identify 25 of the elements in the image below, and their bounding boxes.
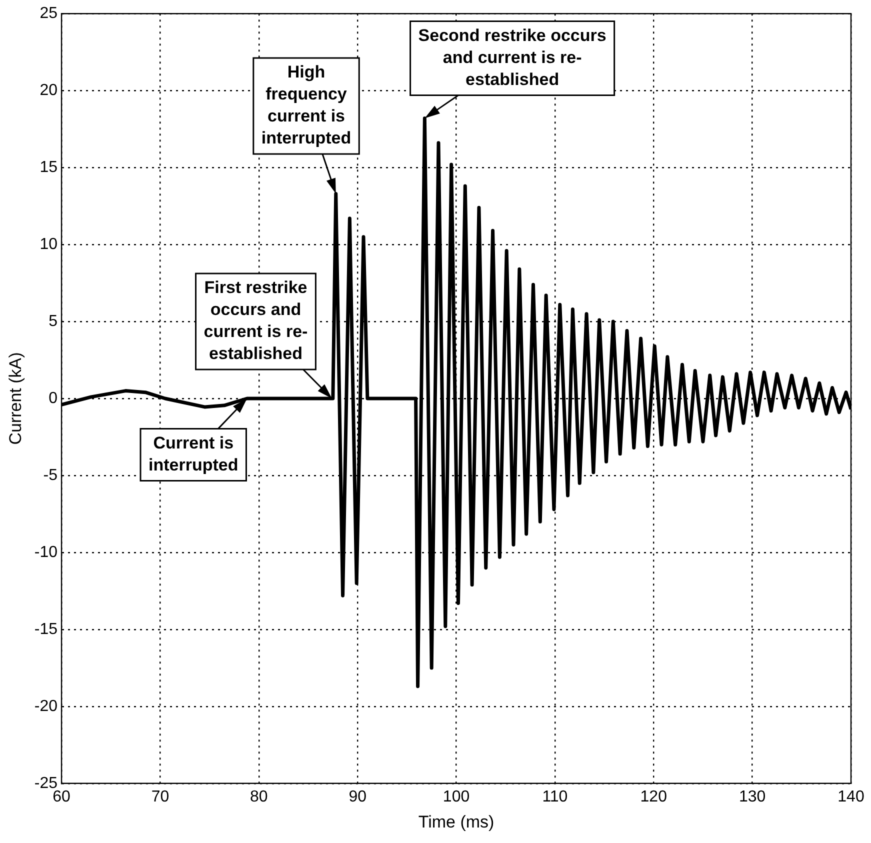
- y-tick-label: -15: [34, 620, 58, 638]
- y-axis-title: Current (kA): [6, 352, 25, 445]
- y-tick-label: 20: [40, 82, 58, 99]
- x-axis-title: Time (ms): [418, 812, 494, 832]
- y-tick-label: 25: [40, 5, 58, 22]
- x-tick-label: 120: [640, 788, 668, 806]
- annotation: High frequency current is interrupted: [261, 62, 352, 148]
- x-tick-label: 130: [738, 788, 766, 806]
- x-tick-label: 60: [52, 788, 71, 806]
- y-tick-label: -20: [34, 698, 58, 715]
- x-tick-label: 140: [838, 788, 864, 806]
- y-tick-label: 10: [40, 236, 58, 253]
- annotation: Current is interrupted: [148, 433, 238, 474]
- x-tick-label: 70: [151, 788, 170, 806]
- y-tick-label: -5: [43, 466, 58, 484]
- y-tick-label: 15: [40, 158, 58, 176]
- x-tick-label: 110: [542, 788, 568, 806]
- x-tick-label: 80: [250, 788, 268, 806]
- x-tick-label: 100: [442, 788, 470, 806]
- annotation: Second restrike occurs and current is re-established: [418, 26, 606, 89]
- annotation: First restrike occurs and current is re-established: [204, 278, 308, 364]
- y-tick-label: 0: [48, 390, 58, 407]
- x-tick-label: 90: [348, 788, 367, 806]
- y-tick-label: 5: [48, 312, 58, 330]
- y-tick-label: -10: [34, 544, 58, 561]
